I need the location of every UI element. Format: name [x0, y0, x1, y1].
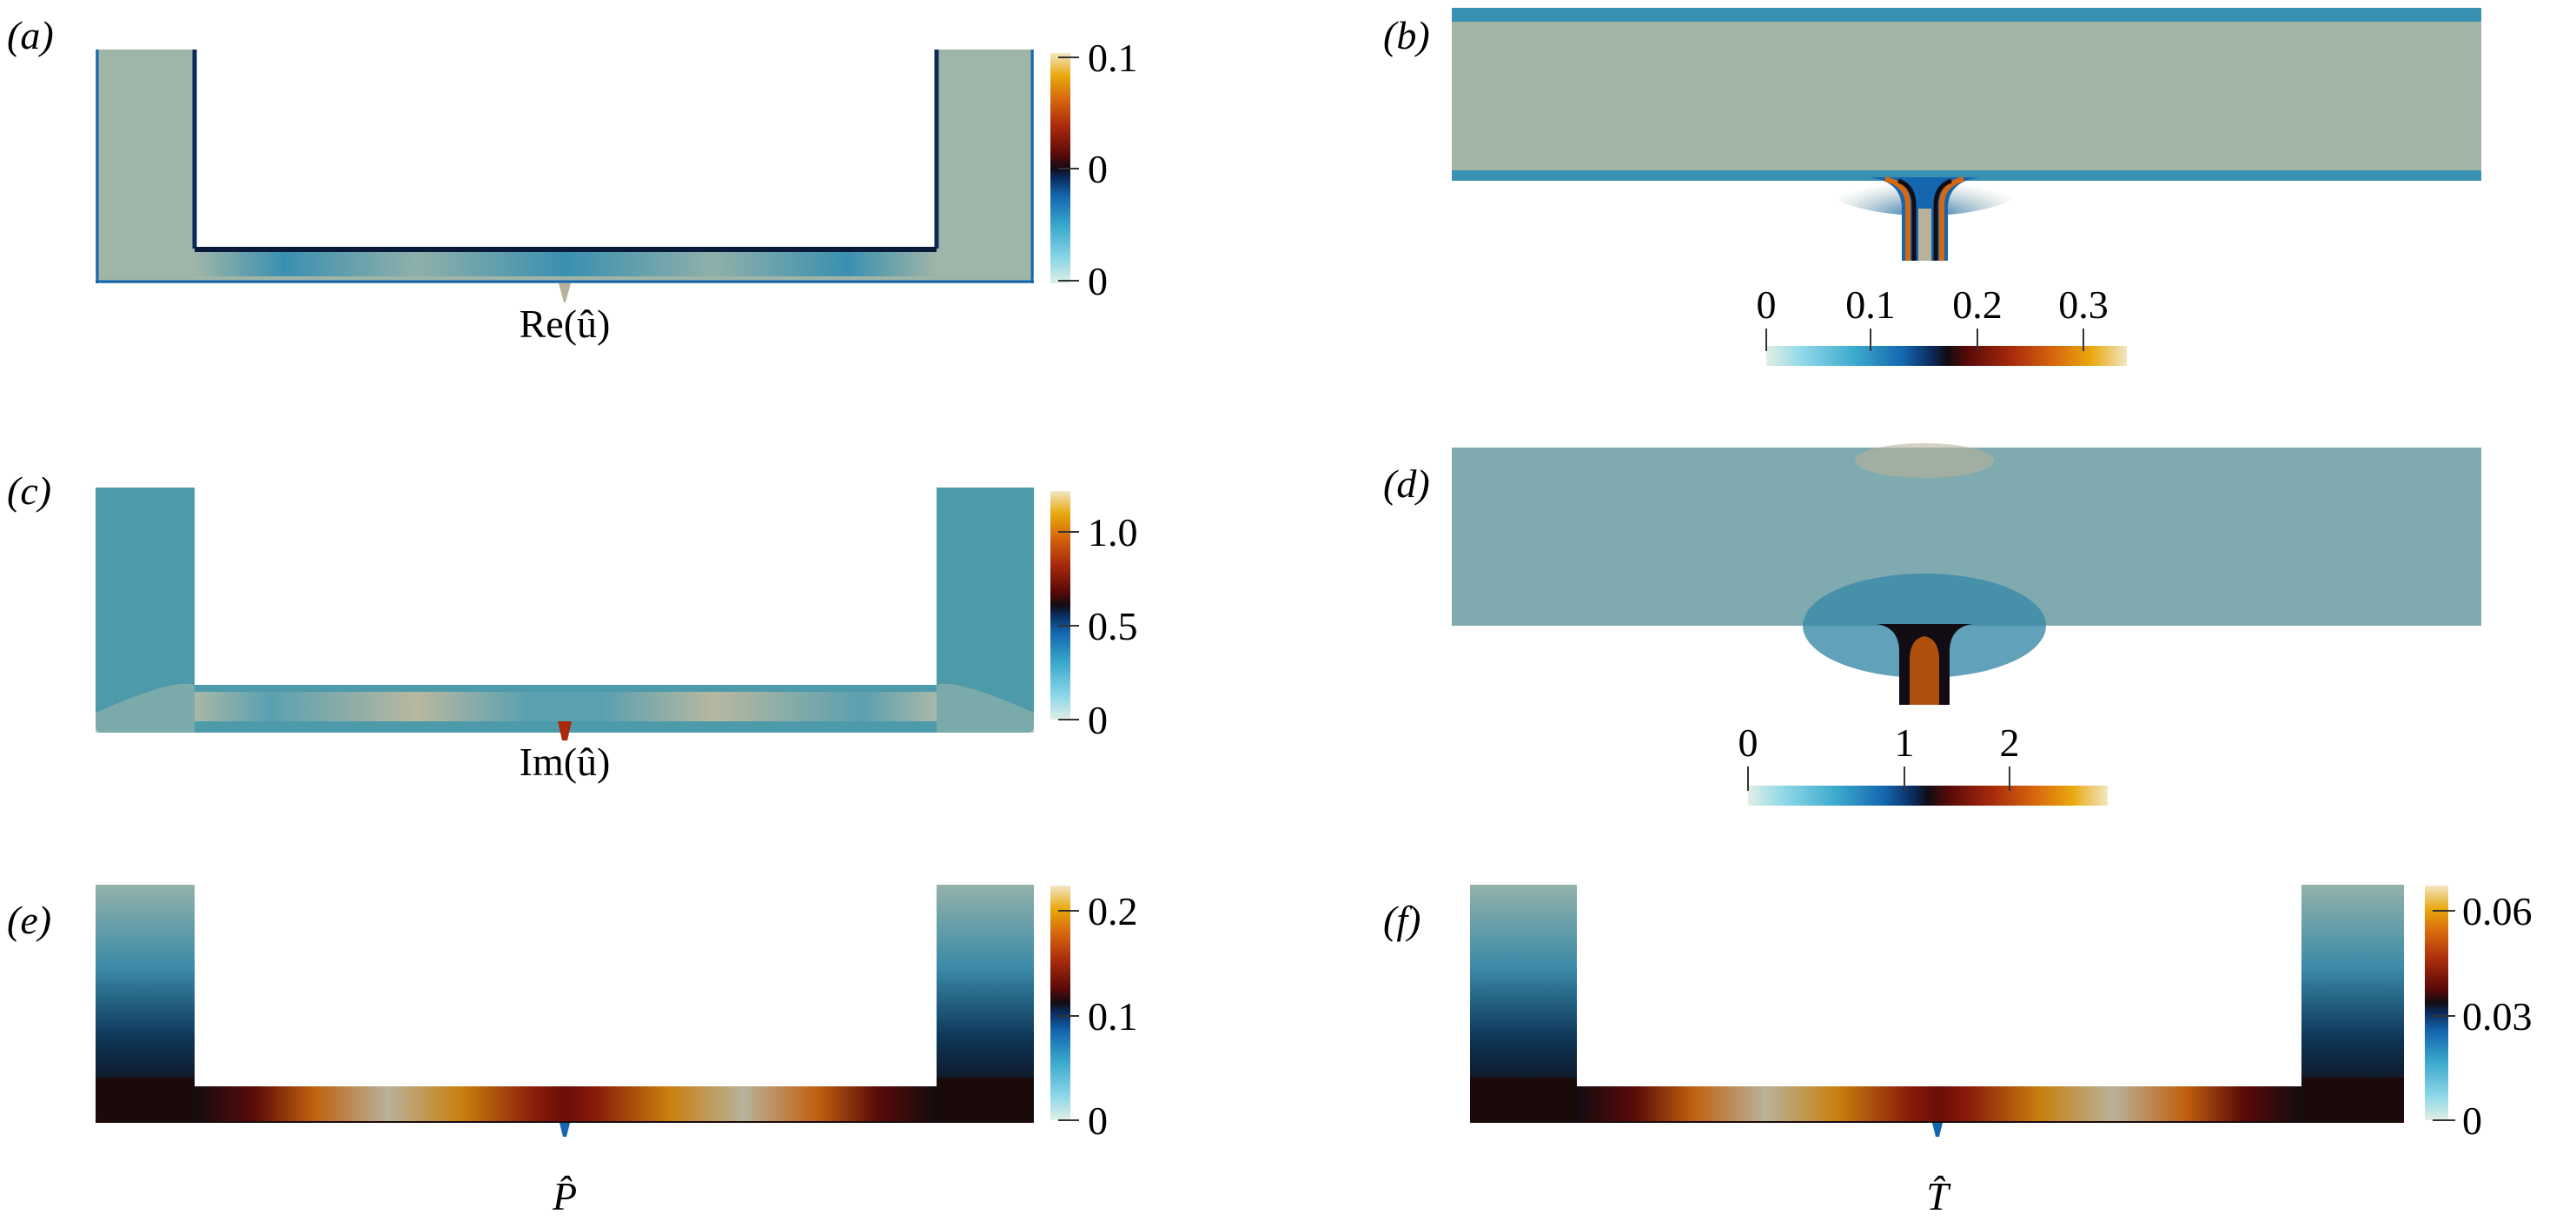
colorbar-f-tick: 0.03 [2462, 994, 2533, 1039]
field-plot-b [1452, 8, 2481, 261]
field-plot-c [96, 488, 1034, 740]
colorbar-c-tick: 1.0 [1088, 510, 1138, 554]
panel-label-f: (f) [1383, 898, 1420, 942]
field-plot-d [1452, 443, 2481, 705]
field-label-e: P̂ [552, 1174, 577, 1218]
field-plot-e [96, 885, 1034, 1137]
colorbar-a-tick: 0 [1088, 147, 1108, 191]
field-label-c: Im(û) [520, 740, 611, 784]
colorbar-a-tick: 0 [1088, 259, 1108, 303]
colorbar-b-tick: 0.1 [1845, 282, 1896, 327]
colorbar-d-tick: 0 [1738, 720, 1758, 765]
colorbar-a-tick: 0.1 [1088, 36, 1138, 80]
colorbar-c-tick: 0 [1088, 698, 1108, 742]
field-plot-a [96, 50, 1034, 302]
panel-label-c: (c) [7, 468, 51, 513]
colorbar-b-tick: 0.2 [1952, 282, 2003, 327]
field-label-a: Re(û) [520, 302, 611, 346]
panel-label-d: (d) [1383, 461, 1430, 506]
colorbar-b-tick: 0.3 [2058, 282, 2109, 327]
colorbar-c-tick: 0.5 [1088, 604, 1138, 648]
colorbar-e [1050, 886, 1070, 1120]
colorbar-e-tick: 0.1 [1088, 994, 1138, 1039]
panel-label-a: (a) [7, 13, 54, 57]
field-label-f: T̂ [1926, 1174, 1951, 1218]
colorbar-e-tick: 0.2 [1088, 889, 1138, 933]
field-plot-f [1470, 885, 2404, 1137]
colorbar-e-tick: 0 [1088, 1099, 1108, 1143]
colorbar-f [2425, 886, 2448, 1120]
colorbar-b [1766, 346, 2127, 366]
colorbar-f-tick: 0.06 [2462, 889, 2533, 933]
panel-label-e: (e) [7, 898, 51, 942]
colorbar-d [1748, 786, 2108, 806]
colorbar-f-tick: 0 [2462, 1099, 2482, 1143]
colorbar-d-tick: 1 [1895, 720, 1915, 765]
colorbar-d-tick: 2 [2000, 720, 2020, 765]
colorbar-c [1050, 491, 1070, 720]
panel-label-b: (b) [1383, 13, 1430, 57]
colorbar-b-tick: 0 [1757, 282, 1777, 327]
